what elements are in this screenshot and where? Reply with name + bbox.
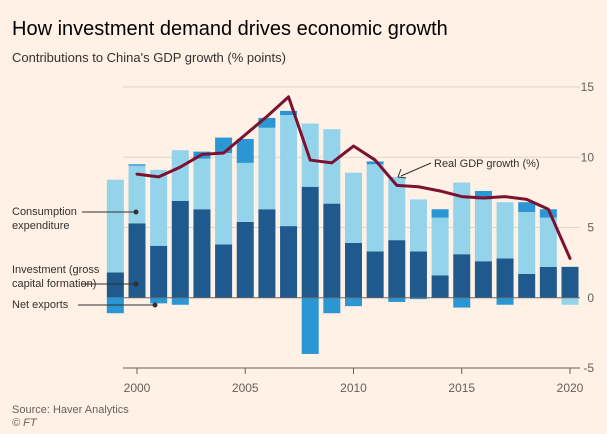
copyright-text: © FT xyxy=(12,417,37,429)
bar-consumption xyxy=(215,153,233,245)
bar-net_exports xyxy=(301,297,319,354)
x-tick-label: 2005 xyxy=(232,381,259,395)
chart-title: How investment demand drives economic gr… xyxy=(12,18,448,40)
gdp-growth-line xyxy=(135,95,572,260)
investment-label-text: Investment (gross xyxy=(12,264,100,276)
consumption-label-dot xyxy=(133,209,139,215)
bar-net_exports xyxy=(518,202,536,213)
annotations: Consumption expenditure Investment (gross c… xyxy=(12,158,540,311)
bar-consumption xyxy=(323,129,341,204)
bar-net_exports xyxy=(345,297,362,307)
source-text: Source: Haver Analytics xyxy=(12,404,129,416)
bar-investment xyxy=(453,254,471,298)
bar-net_exports xyxy=(150,297,168,304)
bar-investment xyxy=(171,200,189,298)
bar-investment xyxy=(561,266,579,298)
bar-investment xyxy=(323,203,341,298)
bar-consumption xyxy=(496,202,514,259)
investment-label-text: capital formation) xyxy=(12,278,96,290)
bar-net_exports xyxy=(539,209,557,218)
bar-consumption xyxy=(150,169,168,246)
bar-investment xyxy=(106,272,124,298)
x-tick-label: 2015 xyxy=(448,381,475,395)
bar-net_exports xyxy=(409,297,427,300)
bar-net_exports xyxy=(128,164,146,166)
bar-net_exports xyxy=(388,297,406,302)
source-note: Source: Haver Analytics © FT xyxy=(12,404,129,430)
bar-net_exports xyxy=(236,138,254,163)
net-exports-label-text: Net exports xyxy=(12,299,69,311)
x-tick-label: 2000 xyxy=(124,381,151,395)
bar-consumption xyxy=(258,127,276,210)
chart-subtitle: Contributions to China's GDP growth (% p… xyxy=(12,50,286,65)
bar-consumption xyxy=(539,217,557,267)
bar-net_exports xyxy=(323,297,341,314)
y-tick-label: 0 xyxy=(587,291,594,305)
bar-net_exports xyxy=(496,297,514,305)
bar-consumption xyxy=(236,162,254,222)
bar-investment xyxy=(150,245,168,298)
y-tick-label: 5 xyxy=(587,221,594,235)
bar-consumption xyxy=(301,123,319,187)
bar-consumption xyxy=(171,150,189,201)
bar-consumption xyxy=(193,158,211,210)
bar-net_exports xyxy=(366,161,384,165)
y-tick-label: 15 xyxy=(581,80,595,94)
bar-investment xyxy=(236,221,254,298)
bar-consumption xyxy=(518,212,536,274)
bar-consumption xyxy=(561,297,579,305)
net-exports-label-dot xyxy=(152,302,158,308)
bar-consumption xyxy=(453,182,471,255)
x-tick-label: 2020 xyxy=(557,381,584,395)
bar-investment xyxy=(366,251,384,298)
bar-consumption xyxy=(128,165,146,224)
gdp-annotation-arrowhead xyxy=(397,168,407,179)
bar-net_exports xyxy=(215,137,233,154)
y-tick-label: -5 xyxy=(583,361,594,375)
consumption-label-text: expenditure xyxy=(12,220,70,232)
bar-investment xyxy=(215,244,233,298)
bar-investment xyxy=(539,266,557,298)
bar-investment xyxy=(474,261,492,298)
bar-investment xyxy=(496,258,514,298)
bar-investment xyxy=(128,223,146,298)
bar-investment xyxy=(409,251,427,298)
bar-net_exports xyxy=(280,110,298,116)
bar-investment xyxy=(280,226,298,298)
bar-net_exports xyxy=(431,209,449,218)
y-tick-label: 10 xyxy=(581,150,595,164)
bar-investment xyxy=(431,275,449,298)
bar-investment xyxy=(388,240,406,298)
bar-consumption xyxy=(409,199,427,252)
bar-investment xyxy=(345,242,362,298)
bar-investment xyxy=(193,209,211,298)
investment-label-dot xyxy=(133,281,139,287)
bar-consumption xyxy=(366,164,384,252)
consumption-label-text: Consumption xyxy=(12,206,77,218)
bars xyxy=(106,110,579,354)
bar-consumption xyxy=(431,217,449,276)
bar-investment xyxy=(258,209,276,298)
bar-net_exports xyxy=(258,117,276,128)
x-axis-ticks: 2000 2005 2010 2015 2020 xyxy=(123,367,584,395)
gdp-annotation-arrow xyxy=(400,162,432,177)
gdp-annotation-text: Real GDP growth (%) xyxy=(434,158,540,170)
bar-consumption xyxy=(474,199,492,262)
bar-investment xyxy=(301,186,319,298)
gdp-line xyxy=(135,95,572,260)
bar-net_exports xyxy=(474,190,492,200)
bar-net_exports xyxy=(453,297,471,308)
bar-consumption xyxy=(280,115,298,227)
bar-consumption xyxy=(388,176,406,241)
bar-investment xyxy=(518,273,536,298)
bar-net_exports xyxy=(171,297,189,305)
bar-consumption xyxy=(106,179,124,273)
bar-consumption xyxy=(345,172,362,243)
y-axis-ticks: -5 0 5 10 15 xyxy=(581,80,595,375)
x-tick-label: 2010 xyxy=(340,381,367,395)
